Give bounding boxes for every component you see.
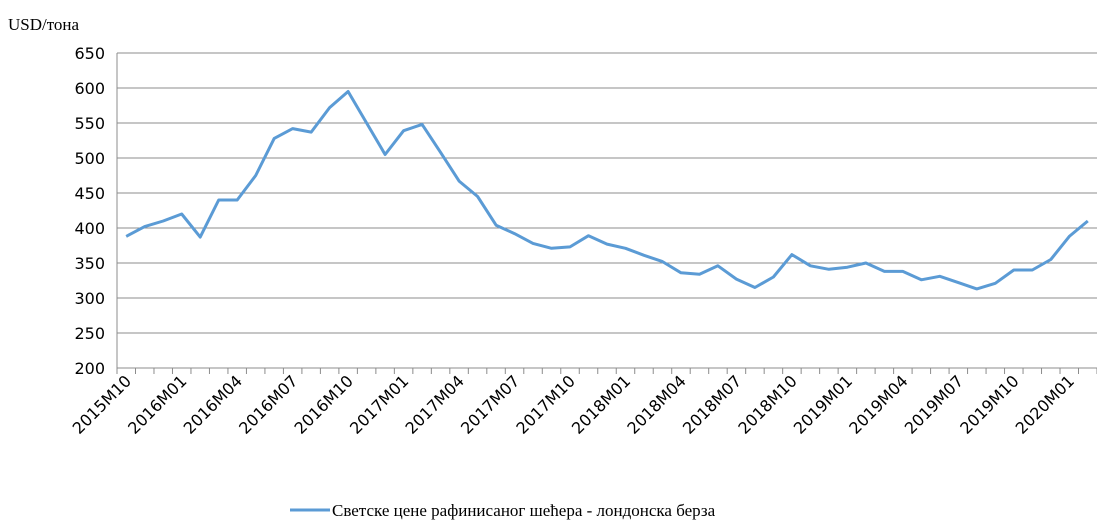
x-tick-label: 2019M04 <box>845 371 911 437</box>
x-tick-label: 2015M10 <box>69 371 135 437</box>
y-tick-label: 350 <box>74 254 105 273</box>
x-tick-label: 2018M04 <box>623 371 689 437</box>
x-tick-label: 2016M01 <box>124 371 190 437</box>
x-tick-label: 2019M07 <box>901 371 967 437</box>
x-tick-label: 2017M07 <box>457 371 523 437</box>
x-tick-label: 2018M10 <box>734 371 800 437</box>
x-tick-label: 2018M01 <box>568 371 634 437</box>
x-tick-label: 2016M10 <box>291 371 357 437</box>
y-tick-label: 550 <box>74 114 105 133</box>
y-tick-label: 650 <box>74 44 105 63</box>
y-tick-label: 200 <box>74 359 105 378</box>
x-tick-label: 2017M04 <box>402 371 468 437</box>
y-tick-label: 300 <box>74 289 105 308</box>
y-tick-label: 600 <box>74 79 105 98</box>
y-tick-label: 400 <box>74 219 105 238</box>
x-tick-label: 2019M01 <box>790 371 856 437</box>
legend-label: Светске цене рафинисаног шећера - лондон… <box>332 501 716 520</box>
x-tick-label: 2017M10 <box>512 371 578 437</box>
x-tick-label: 2018M07 <box>679 371 745 437</box>
y-tick-label: 450 <box>74 184 105 203</box>
y-tick-label: 250 <box>74 324 105 343</box>
x-tick-label: 2017M01 <box>346 371 412 437</box>
y-tick-label: 500 <box>74 149 105 168</box>
x-tick-label: 2019M10 <box>956 371 1022 437</box>
y-axis-label: USD/тона <box>8 15 80 34</box>
x-tick-label: 2016M07 <box>235 371 301 437</box>
series-line <box>125 90 1089 291</box>
x-tick-label: 2020M01 <box>1012 371 1078 437</box>
x-tick-label: 2016M04 <box>180 371 246 437</box>
